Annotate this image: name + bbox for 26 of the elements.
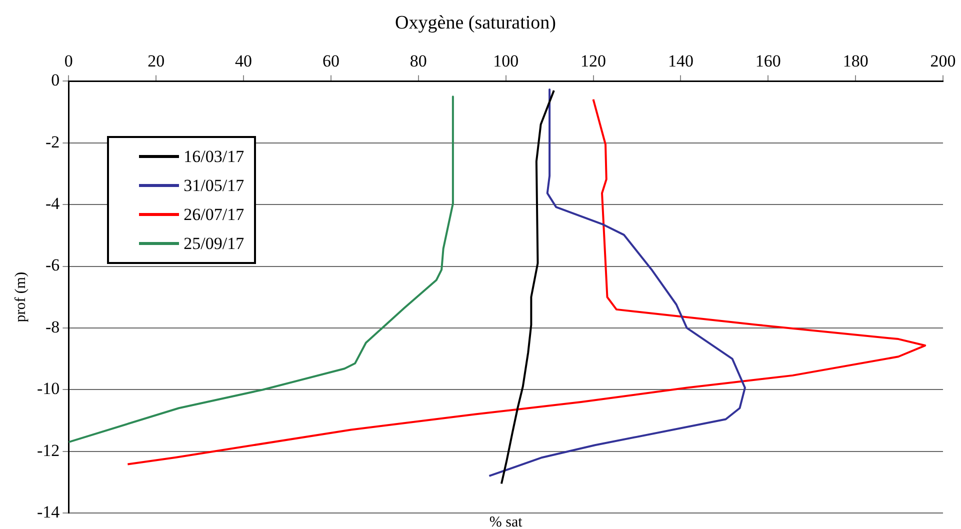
y-tick-label: -8 bbox=[45, 317, 60, 336]
y-tick-label: -14 bbox=[36, 502, 60, 522]
x-tick-label: 80 bbox=[410, 51, 427, 70]
x-tick-label: 180 bbox=[842, 51, 868, 70]
x-tick-label: 140 bbox=[668, 51, 694, 70]
legend-label: 25/09/17 bbox=[184, 233, 244, 256]
chart-title: Oxygène (saturation) bbox=[395, 12, 556, 34]
x-tick-label: 20 bbox=[148, 51, 165, 70]
x-tick-label: 200 bbox=[930, 51, 956, 70]
legend-label: 26/07/17 bbox=[184, 204, 244, 226]
legend-label: 16/03/17 bbox=[184, 146, 244, 168]
legend-label: 31/05/17 bbox=[184, 175, 244, 198]
x-tick-label: 40 bbox=[235, 51, 252, 70]
y-axis-title: prof (m) bbox=[12, 272, 29, 322]
x-tick-label: 60 bbox=[322, 51, 340, 70]
x-tick-label: 120 bbox=[580, 51, 606, 70]
y-tick-label: -2 bbox=[45, 132, 60, 152]
x-tick-label: 160 bbox=[755, 51, 781, 70]
x-tick-label: 0 bbox=[64, 51, 73, 70]
y-tick-label: -10 bbox=[36, 379, 60, 398]
y-tick-label: -12 bbox=[36, 440, 60, 460]
x-axis-title: % sat bbox=[489, 514, 524, 529]
y-tick-label: -6 bbox=[45, 256, 60, 275]
y-tick-label: 0 bbox=[51, 70, 60, 90]
y-tick-label: -4 bbox=[45, 194, 60, 214]
x-tick-label: 100 bbox=[493, 51, 519, 70]
